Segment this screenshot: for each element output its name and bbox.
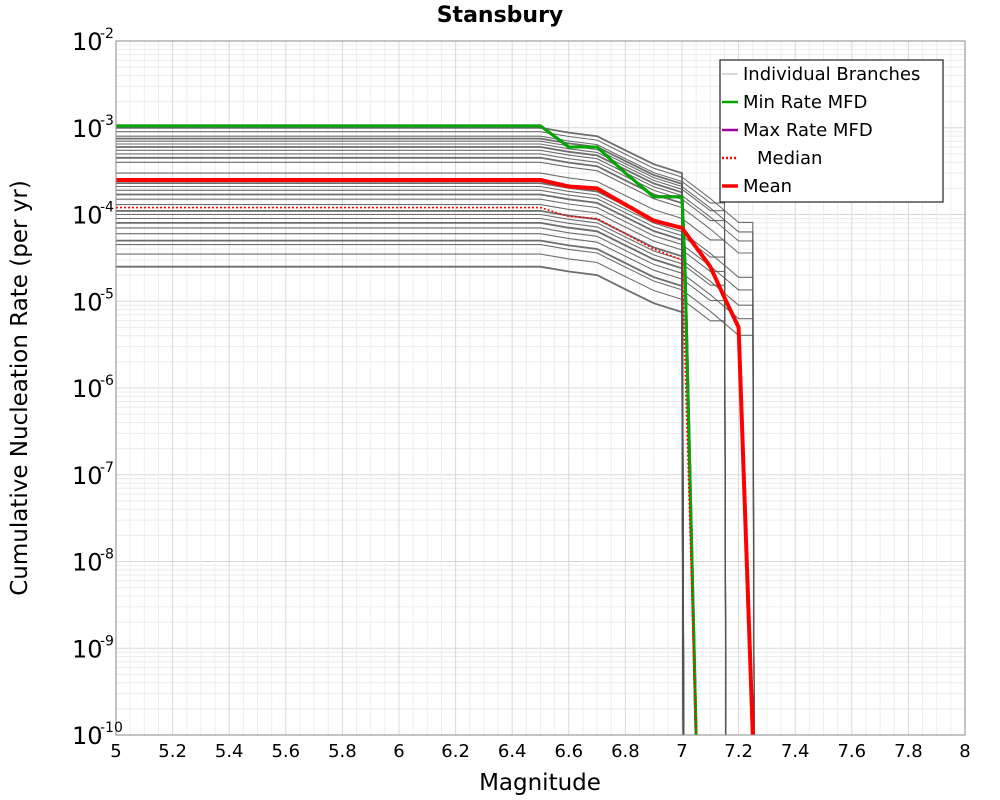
legend-label: Min Rate MFD — [743, 92, 867, 113]
branch-line — [116, 156, 685, 736]
branch-line — [116, 172, 727, 736]
x-tick-label: 5 — [110, 741, 121, 762]
y-tick-label: 10-2 — [72, 26, 114, 56]
legend-item: Mean — [722, 176, 792, 197]
y-tick-label: 10-7 — [72, 460, 114, 490]
series-line-median — [116, 206, 697, 736]
branch-line — [116, 149, 755, 736]
legend-item: Max Rate MFD — [722, 120, 873, 141]
series-layer — [116, 124, 755, 736]
branch-line — [116, 253, 727, 736]
x-axis-label: Magnitude — [479, 770, 601, 796]
x-tick-label: 5.4 — [215, 741, 244, 762]
branch-line — [116, 265, 685, 736]
y-tick-exponent: -7 — [100, 460, 114, 476]
y-tick-exponent: -9 — [100, 633, 114, 649]
x-tick-label: 7 — [676, 741, 687, 762]
y-tick-exponent: -10 — [100, 720, 123, 736]
branch-line — [116, 222, 685, 736]
branch-line — [116, 137, 685, 736]
y-tick-exponent: -6 — [100, 373, 114, 389]
y-tick-base: 10 — [72, 549, 103, 577]
series-line-min-rate-mfd — [116, 124, 698, 736]
branch-line — [116, 189, 727, 736]
x-tick-label: 5.8 — [328, 741, 357, 762]
x-tick-label: 6.2 — [441, 741, 470, 762]
legend-item: Min Rate MFD — [722, 92, 867, 113]
y-tick-base: 10 — [72, 115, 103, 143]
chart-title: Stansbury — [437, 3, 564, 28]
branch-line — [116, 146, 685, 736]
x-tick-label: 6.8 — [611, 741, 640, 762]
x-tick-labels: 5 5.2 5.4 5.6 5.8 6 6.2 6.4 6.6 6.8 7 7.2 7.4 7.6 7.8 8 — [110, 741, 970, 762]
branch-line — [116, 131, 755, 736]
x-tick-label: 5.2 — [158, 741, 187, 762]
y-tick-exponent: -5 — [100, 286, 114, 302]
y-tick-label: 10-4 — [72, 200, 114, 230]
branch-line — [116, 244, 755, 736]
branch-line — [116, 185, 755, 736]
y-tick-label: 10-3 — [72, 113, 114, 143]
branch-line — [116, 140, 755, 736]
y-tick-base: 10 — [72, 375, 103, 403]
legend: Individual Branches Min Rate MFD Max Rate … — [719, 59, 944, 203]
x-tick-label: 5.6 — [271, 741, 300, 762]
legend-label: Max Rate MFD — [743, 120, 873, 141]
legend-box — [719, 59, 944, 203]
branch-line — [116, 210, 685, 736]
branch-line — [116, 213, 755, 736]
legend-item: Individual Branches — [722, 64, 920, 85]
y-tick-base: 10 — [72, 722, 103, 750]
legend-label: Individual Branches — [743, 64, 920, 85]
y-axis-label: Cumulative Nucleation Rate (per yr) — [7, 180, 33, 596]
y-tick-exponent: -3 — [100, 113, 114, 129]
y-tick-label: 10-8 — [72, 547, 114, 577]
legend-item: Median — [722, 148, 822, 169]
y-tick-base: 10 — [72, 462, 103, 490]
y-tick-label: 10-10 — [72, 720, 123, 750]
x-tick-label: 7.6 — [837, 741, 866, 762]
x-tick-label: 7.4 — [781, 741, 810, 762]
x-tick-label: 6.6 — [554, 741, 583, 762]
branch-line — [116, 198, 755, 736]
branch-line — [116, 161, 755, 736]
branch-line — [116, 193, 685, 736]
y-tick-label: 10-9 — [72, 633, 114, 663]
x-tick-label: 7.8 — [894, 741, 923, 762]
x-tick-label: 8 — [959, 741, 970, 762]
y-tick-label: 10-5 — [72, 286, 114, 316]
y-tick-label: 10-6 — [72, 373, 114, 403]
branch-line — [116, 135, 727, 736]
x-tick-label: 6 — [393, 741, 404, 762]
y-tick-exponent: -2 — [100, 26, 114, 42]
branch-line — [116, 239, 685, 736]
y-tick-base: 10 — [72, 28, 103, 56]
branch-line — [116, 143, 727, 736]
y-tick-base: 10 — [72, 202, 103, 230]
series-line-mean — [116, 178, 755, 736]
y-tick-exponent: -4 — [100, 200, 114, 216]
y-tick-exponent: -8 — [100, 547, 114, 563]
x-tick-label: 6.4 — [498, 741, 527, 762]
x-tick-label: 7.2 — [724, 741, 753, 762]
legend-label: Mean — [743, 176, 792, 197]
plot-frame — [115, 40, 966, 736]
y-tick-labels: 10-210-310-410-510-610-710-810-910-10 — [72, 26, 123, 750]
y-tick-base: 10 — [72, 288, 103, 316]
branch-line — [116, 227, 755, 736]
y-tick-base: 10 — [72, 635, 103, 663]
legend-label: Median — [757, 148, 822, 169]
